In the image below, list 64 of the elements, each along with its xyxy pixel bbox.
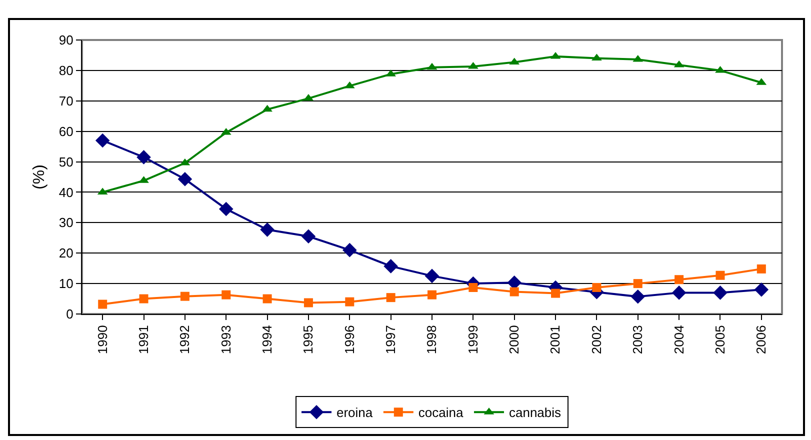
point	[301, 229, 316, 244]
point	[630, 290, 646, 304]
point	[716, 270, 725, 280]
legend-label: eroina	[336, 405, 374, 420]
y-tick-label: 10	[58, 276, 74, 292]
y-tick-label: 40	[58, 184, 74, 200]
point	[754, 282, 769, 297]
point	[672, 286, 686, 300]
point	[633, 279, 642, 288]
x-tick-label: 1997	[383, 325, 398, 354]
point	[178, 172, 192, 186]
point	[139, 294, 148, 304]
x-tick-label: 1990	[94, 325, 110, 354]
y-axis-title: (%)	[30, 164, 48, 190]
point	[428, 290, 436, 300]
y-tick-label: 20	[58, 246, 74, 261]
x-tick-label: 1999	[465, 325, 480, 354]
x-tick-label: 1991	[136, 325, 151, 354]
x-tick-label: 1992	[177, 325, 192, 354]
y-tick-label: 70	[58, 93, 74, 108]
point	[345, 297, 354, 306]
x-tick-label: 2001	[548, 325, 563, 354]
x-tick-label: 2002	[588, 325, 604, 354]
x-tick-label: 1996	[342, 325, 357, 354]
x-tick-label: 2004	[671, 325, 686, 354]
y-tick-label: 90	[58, 32, 74, 48]
y-tick-label: 80	[58, 62, 74, 78]
x-tick-label: 1994	[260, 325, 275, 354]
legend-label: cocaina	[418, 405, 464, 420]
point	[218, 202, 234, 216]
point	[95, 133, 110, 148]
x-tick-label: 1998	[424, 325, 440, 354]
x-tick-label: 1995	[300, 325, 316, 354]
x-tick-label: 2000	[506, 325, 522, 354]
point	[674, 275, 684, 284]
y-tick-label: 0	[66, 306, 74, 322]
point	[262, 294, 272, 304]
point	[510, 287, 519, 296]
point	[260, 222, 274, 237]
point	[713, 286, 728, 300]
point	[384, 259, 398, 274]
x-tick-label: 2003	[630, 325, 646, 354]
point	[386, 293, 396, 302]
point	[98, 300, 108, 309]
point	[342, 242, 357, 258]
point	[715, 66, 726, 73]
point	[592, 54, 602, 61]
y-tick-label: 50	[58, 154, 74, 170]
y-tick-label: 60	[58, 124, 74, 139]
x-tick-label: 2005	[712, 325, 728, 354]
point	[424, 268, 440, 284]
point	[180, 292, 190, 301]
point	[756, 264, 766, 274]
point	[222, 290, 231, 300]
legend-label: cannabis	[508, 405, 562, 420]
point	[262, 104, 272, 112]
point	[551, 288, 560, 298]
x-tick-label: 1993	[218, 325, 234, 354]
x-tick-label: 2006	[754, 325, 769, 354]
point	[468, 283, 478, 292]
point	[136, 150, 151, 164]
point	[592, 283, 602, 292]
y-tick-label: 30	[58, 215, 74, 230]
point	[304, 298, 313, 308]
